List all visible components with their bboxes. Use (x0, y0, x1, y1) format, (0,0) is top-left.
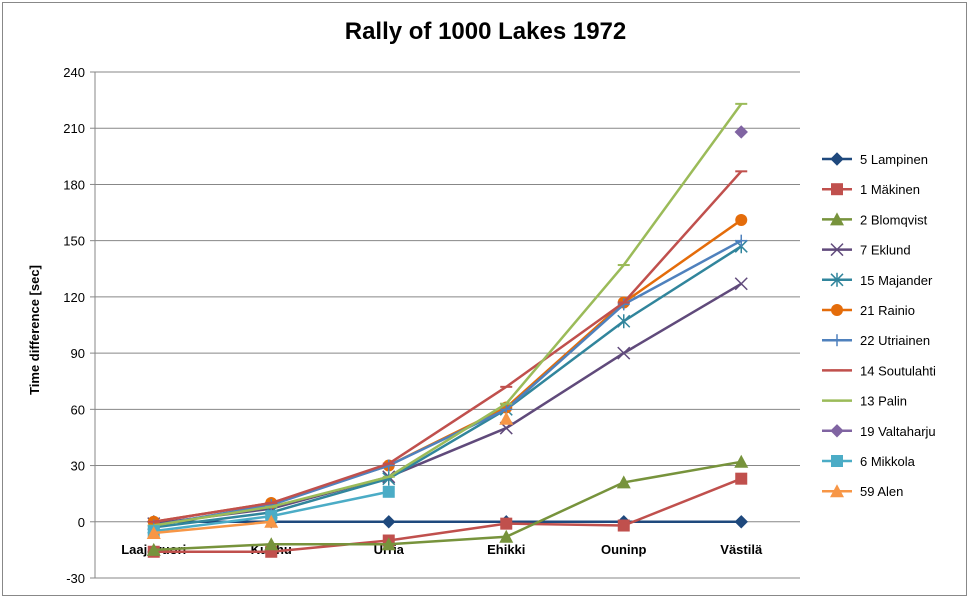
series-2-blomqvist (146, 454, 749, 556)
legend-label: 19 Valtaharju (860, 424, 936, 439)
data-point (146, 526, 161, 540)
data-point (830, 484, 844, 498)
data-point (382, 485, 395, 498)
data-point (831, 334, 843, 347)
data-point (734, 454, 749, 468)
grid-layer (95, 71, 800, 579)
legend-label: 22 Utriainen (860, 333, 930, 348)
series-line (153, 282, 742, 525)
y-tick-label: 150 (63, 234, 85, 249)
y-tick-label: 0 (78, 515, 85, 530)
series-layer (146, 102, 749, 558)
y-tick-label: -30 (66, 571, 85, 586)
legend-label: 14 Soutulahti (860, 363, 936, 378)
series-21-rainio (147, 214, 748, 528)
series-19-valtaharju (734, 125, 748, 139)
y-tick-label: 60 (71, 402, 85, 417)
series-line (153, 170, 743, 524)
data-point (734, 515, 748, 529)
legend-item: 7 Eklund (822, 243, 911, 258)
x-tick-label: Västilä (720, 542, 763, 557)
y-axis-label: Time difference [sec] (27, 265, 42, 395)
data-point (734, 277, 748, 291)
legend-item: 1 Mäkinen (822, 182, 920, 197)
legend: 5 Lampinen 1 Mäkinen 2 Blomqvist 7 Eklund 15… (822, 152, 936, 499)
data-point (264, 537, 279, 551)
data-point (499, 411, 514, 425)
data-point (617, 314, 631, 329)
legend-label: 21 Rainio (860, 303, 915, 318)
data-point (735, 472, 748, 485)
series-7-eklund (147, 277, 748, 531)
legend-item: 15 Majander (822, 272, 933, 288)
legend-label: 15 Majander (860, 273, 933, 288)
data-point (735, 234, 748, 247)
y-tick-label: 210 (63, 121, 85, 136)
legend-label: 1 Mäkinen (860, 182, 920, 197)
data-point (831, 455, 843, 467)
data-point (734, 125, 748, 139)
data-point (830, 152, 844, 166)
series-line (153, 239, 742, 527)
y-tick-label: 180 (63, 177, 85, 192)
data-point (831, 304, 843, 316)
legend-item: 5 Lampinen (822, 152, 928, 167)
axis-layer: -300306090120150180210240LaajavuoriKuohu… (63, 65, 763, 586)
y-tick-label: 120 (63, 290, 85, 305)
legend-item: 22 Utriainen (822, 333, 930, 348)
data-point (500, 517, 513, 530)
data-point (830, 212, 844, 226)
data-point (830, 243, 844, 257)
data-point (381, 537, 396, 551)
legend-item: 13 Palin (822, 394, 907, 409)
series-line (153, 460, 742, 552)
data-point (831, 183, 843, 196)
legend-item: 14 Soutulahti (822, 363, 936, 378)
data-point (264, 514, 279, 528)
data-point (616, 475, 631, 489)
data-point (830, 272, 844, 287)
data-point (830, 424, 844, 438)
legend-item: 19 Valtaharju (822, 424, 936, 439)
legend-label: 6 Mikkola (860, 454, 916, 469)
legend-label: 7 Eklund (860, 243, 911, 258)
legend-item: 59 Alen (822, 484, 903, 499)
legend-item: 6 Mikkola (822, 454, 916, 469)
x-tick-label: Ehikki (487, 542, 525, 557)
y-tick-label: 240 (63, 65, 85, 80)
legend-item: 2 Blomqvist (822, 212, 928, 227)
series-15-majander (147, 239, 748, 535)
series-line (153, 245, 742, 529)
data-point (617, 519, 630, 532)
y-tick-label: 30 (71, 459, 85, 474)
series-59-alen (146, 411, 514, 540)
data-point (382, 515, 396, 529)
data-point (735, 214, 748, 227)
chart-title: Rally of 1000 Lakes 1972 (344, 18, 627, 45)
data-point (617, 346, 631, 360)
series-line (153, 103, 743, 527)
series-line (153, 477, 742, 554)
legend-label: 13 Palin (860, 394, 907, 409)
data-point (146, 542, 161, 556)
series-13-palin (147, 102, 748, 527)
legend-item: 21 Rainio (822, 303, 915, 318)
series-14-soutulahti (147, 170, 748, 524)
x-tick-label: Ouninp (601, 542, 647, 557)
y-tick-label: 90 (71, 346, 85, 361)
data-point (499, 529, 514, 543)
legend-label: 2 Blomqvist (860, 212, 928, 227)
legend-label: 59 Alen (860, 484, 903, 499)
legend-label: 5 Lampinen (860, 152, 928, 167)
